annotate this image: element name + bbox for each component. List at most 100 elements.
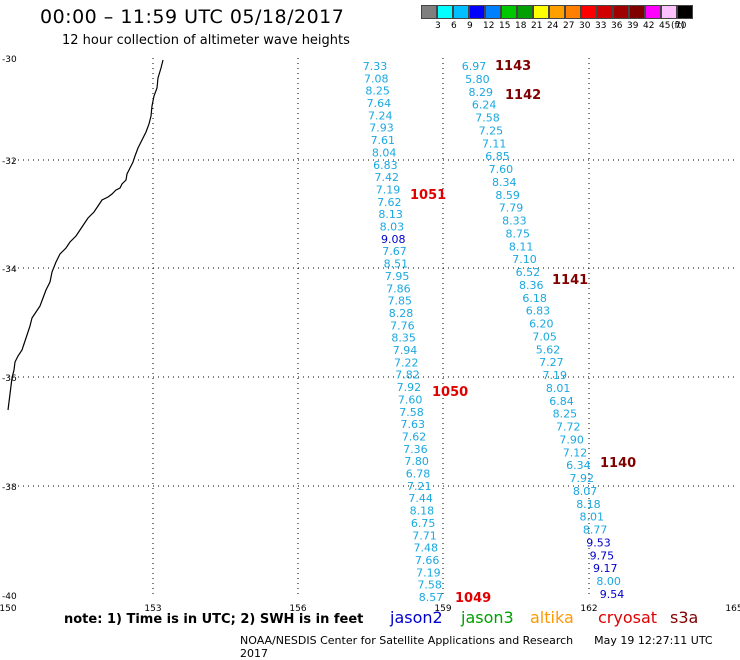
wave-height-value: 7.58 bbox=[399, 406, 424, 419]
legend-label: 39 bbox=[627, 21, 639, 31]
longitude-label: 153 bbox=[144, 604, 161, 614]
map-title: 00:00 – 11:59 UTC 05/18/2017 bbox=[40, 6, 345, 28]
wave-height-value: 8.77 bbox=[583, 524, 608, 537]
wave-height-value: 6.83 bbox=[373, 159, 398, 172]
longitude-label: 165 bbox=[725, 604, 740, 614]
wave-height-value: 8.01 bbox=[580, 511, 605, 524]
wave-height-value: 8.01 bbox=[546, 382, 571, 395]
wave-height-value: 7.61 bbox=[371, 134, 396, 147]
wave-height-value: 7.62 bbox=[402, 430, 427, 443]
wave-height-value: 8.07 bbox=[573, 485, 598, 498]
wave-height-value: 7.08 bbox=[364, 72, 389, 85]
latitude-label: -36 bbox=[2, 374, 17, 384]
wave-height-value: 8.13 bbox=[378, 208, 403, 221]
wave-height-value: 6.34 bbox=[566, 459, 591, 472]
wave-height-value: 8.51 bbox=[384, 258, 409, 271]
pass-labels: 1143 1142 1051 1141 1050 1140 1049 bbox=[410, 59, 636, 606]
wave-height-value: 7.36 bbox=[403, 443, 428, 456]
wave-height-value: 7.94 bbox=[393, 344, 418, 357]
wave-height-value: 7.76 bbox=[390, 319, 415, 332]
wave-height-value: 7.24 bbox=[368, 109, 393, 122]
pass-number-label: 1140 bbox=[600, 456, 636, 471]
wave-height-value: 6.75 bbox=[411, 517, 436, 530]
legend-swatches bbox=[421, 5, 693, 19]
legend-labels: 3 6 9 12 15 18 21 24 27 30 33 36 39 42 45 70 (ft) bbox=[421, 21, 693, 35]
wave-height-value: 7.58 bbox=[475, 112, 500, 125]
wave-height-value: 8.35 bbox=[391, 332, 416, 345]
wave-height-value: 7.79 bbox=[499, 202, 524, 215]
wave-height-value: 7.22 bbox=[394, 356, 419, 369]
wave-height-value: 7.21 bbox=[407, 480, 432, 493]
wave-height-value: 7.48 bbox=[414, 542, 439, 555]
wave-height-value: 8.00 bbox=[596, 575, 621, 588]
credit-line: NOAA/NESDIS Center for Satellite Applica… bbox=[240, 634, 740, 660]
pass-number-label: 1051 bbox=[410, 188, 446, 203]
wave-height-value: 8.75 bbox=[506, 227, 531, 240]
legend-swatch bbox=[597, 5, 613, 19]
latitude-label: -30 bbox=[2, 55, 17, 65]
legend-swatch bbox=[421, 5, 437, 19]
legend-swatch bbox=[437, 5, 453, 19]
legend-label: 33 bbox=[595, 21, 607, 31]
wave-height-value: 9.75 bbox=[590, 549, 615, 562]
wave-height-value: 9.54 bbox=[600, 588, 625, 601]
wave-height-value: 8.34 bbox=[492, 176, 517, 189]
latitude-label: -34 bbox=[2, 265, 17, 275]
wave-height-value: 7.85 bbox=[387, 295, 412, 308]
satellite-name: cryosat bbox=[598, 608, 658, 627]
legend-swatch bbox=[549, 5, 565, 19]
longitude-label: 156 bbox=[289, 604, 306, 614]
wave-height-value: 7.92 bbox=[569, 472, 594, 485]
altimeter-track-a: 7.337.088.257.647.247.937.618.046.837.42… bbox=[363, 60, 444, 604]
wave-height-value: 6.20 bbox=[529, 318, 554, 331]
wave-height-value: 8.36 bbox=[519, 279, 544, 292]
wave-height-value: 6.85 bbox=[485, 150, 510, 163]
wave-height-value: 6.83 bbox=[526, 305, 551, 318]
wave-height-value: 6.78 bbox=[406, 468, 431, 481]
wave-height-value: 8.29 bbox=[468, 86, 493, 99]
wave-height-value: 6.84 bbox=[549, 395, 574, 408]
wave-height-value: 9.17 bbox=[593, 562, 618, 575]
wave-height-value: 7.25 bbox=[479, 124, 504, 137]
legend-label: 12 bbox=[483, 21, 495, 31]
latitude-label: -38 bbox=[2, 483, 17, 493]
legend-label: 30 bbox=[579, 21, 591, 31]
wave-height-value: 7.67 bbox=[382, 245, 407, 258]
footer-note: note: 1) Time is in UTC; 2) SWH is in fe… bbox=[64, 612, 364, 627]
wave-height-value: 7.60 bbox=[489, 163, 514, 176]
wave-height-value: 7.82 bbox=[395, 369, 420, 382]
wave-height-value: 5.62 bbox=[536, 343, 561, 356]
legend-label: 36 bbox=[611, 21, 623, 31]
legend-swatch bbox=[645, 5, 661, 19]
wave-height-value: 8.25 bbox=[365, 85, 390, 98]
wave-height-value: 8.18 bbox=[576, 498, 601, 511]
longitude-label: 150 bbox=[0, 604, 17, 614]
wave-height-value: 7.72 bbox=[556, 421, 581, 434]
wave-height-value: 8.57 bbox=[419, 591, 444, 604]
wave-height-value: 9.53 bbox=[586, 536, 611, 549]
latitude-label: -32 bbox=[2, 157, 17, 167]
legend-swatch bbox=[485, 5, 501, 19]
satellite-name: jason2 bbox=[390, 608, 443, 627]
legend-label: 15 bbox=[499, 21, 511, 31]
wave-height-value: 7.19 bbox=[543, 369, 568, 382]
wave-height-value: 7.62 bbox=[377, 196, 402, 209]
legend-label: 42 bbox=[643, 21, 655, 31]
wave-height-value: 7.10 bbox=[512, 253, 537, 266]
longitude-label: 159 bbox=[434, 604, 451, 614]
legend-swatch bbox=[613, 5, 629, 19]
legend-label: 24 bbox=[547, 21, 559, 31]
legend-label: 21 bbox=[531, 21, 543, 31]
wave-height-value: 7.80 bbox=[404, 455, 429, 468]
wave-height-value: 7.66 bbox=[415, 554, 440, 567]
legend-swatch bbox=[661, 5, 677, 19]
wave-height-value: 7.19 bbox=[376, 183, 401, 196]
wave-height-value: 5.80 bbox=[465, 73, 490, 86]
wave-height-value: 6.24 bbox=[472, 99, 497, 112]
legend-label: (ft) bbox=[671, 21, 685, 31]
wave-height-value: 9.08 bbox=[381, 233, 406, 246]
satellite-name: jason3 bbox=[461, 608, 514, 627]
legend-label: 45 bbox=[659, 21, 671, 31]
legend-label: 6 bbox=[451, 21, 457, 31]
legend-label: 18 bbox=[515, 21, 527, 31]
